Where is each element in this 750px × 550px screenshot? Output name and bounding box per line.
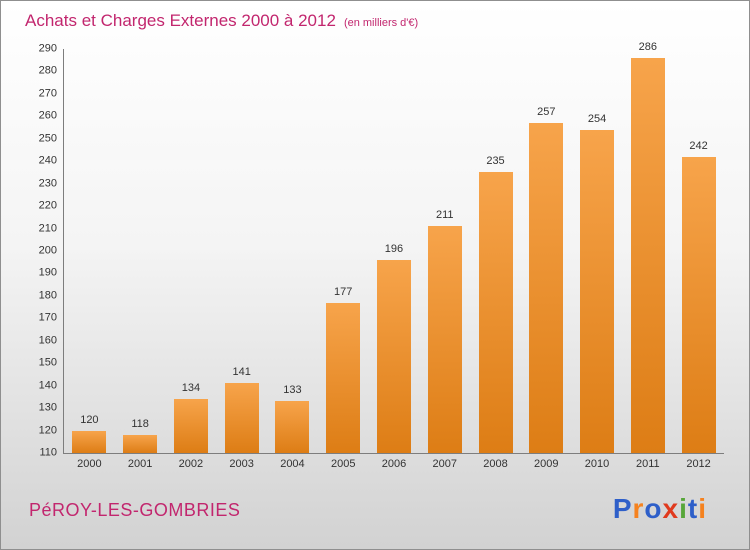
- bar: 118: [123, 419, 158, 453]
- bar-value-label: 242: [689, 139, 708, 152]
- bar-value-label: 211: [435, 209, 454, 222]
- bar-slot: 141 2003: [216, 49, 267, 470]
- x-tick-label: 2008: [483, 458, 508, 470]
- y-tick-label: 170: [38, 311, 57, 324]
- bar-slot: 211 2007: [419, 49, 470, 470]
- bar-value-label: 257: [537, 106, 556, 119]
- x-tick-label: 2002: [178, 458, 204, 470]
- bar-value-label: 141: [232, 366, 251, 379]
- bar-slot: 196 2006: [369, 49, 420, 470]
- bar: 286: [630, 41, 665, 453]
- y-tick-label: 110: [39, 446, 57, 459]
- bar: 211: [427, 210, 462, 453]
- logo-letter: r: [632, 493, 645, 524]
- x-tick-label: 2010: [584, 458, 610, 470]
- bar-value-label: 196: [384, 242, 404, 255]
- bar-slot: 118 2001: [115, 49, 166, 470]
- logo-letter: P: [612, 493, 633, 524]
- bar: 242: [681, 140, 716, 453]
- y-tick-label: 270: [38, 87, 57, 100]
- bar-slot: 254 2010: [572, 49, 623, 470]
- y-tick-label: 200: [38, 244, 57, 257]
- bar-value-label: 134: [181, 382, 201, 395]
- x-tick-label: 2006: [381, 458, 407, 470]
- x-tick-label: 2004: [280, 458, 305, 470]
- y-tick-label: 150: [38, 356, 57, 369]
- bar-value-label: 133: [283, 384, 302, 397]
- chart-title: Achats et Charges Externes 2000 à 2012: [25, 11, 336, 30]
- bar-slot: 134 2002: [166, 49, 217, 470]
- bar-slot: 120 2000: [64, 49, 115, 470]
- logo-letter: i: [679, 493, 688, 524]
- y-tick-label: 130: [38, 401, 57, 414]
- y-tick-label: 180: [38, 289, 57, 302]
- bar-slot: 242 2012: [673, 49, 724, 470]
- bar: 257: [529, 107, 564, 453]
- bar-value-label: 177: [334, 285, 353, 298]
- x-tick-label: 2001: [127, 458, 153, 470]
- logo-letter: t: [687, 493, 699, 524]
- y-tick-label: 260: [38, 109, 57, 122]
- bar-slot: 257 2009: [521, 49, 572, 470]
- bar-value-label: 235: [486, 155, 505, 168]
- y-tick-label: 160: [38, 334, 57, 347]
- proxiti-logo: Proxiti: [613, 493, 707, 525]
- bar-slot: 177 2005: [318, 49, 369, 470]
- bar-value-label: 286: [638, 40, 657, 53]
- y-tick-label: 120: [38, 424, 57, 437]
- y-tick-label: 220: [38, 199, 57, 212]
- y-tick-label: 230: [38, 177, 57, 190]
- bar: 196: [376, 243, 411, 453]
- bar-value-label: 254: [587, 112, 607, 125]
- y-tick-label: 250: [38, 132, 57, 145]
- bar-slot: 286 2011: [622, 41, 673, 470]
- bar: 134: [173, 383, 208, 453]
- company-name: PéROY-LES-GOMBRIES: [29, 500, 241, 520]
- bar: 133: [275, 385, 310, 453]
- bar: 254: [580, 113, 615, 453]
- y-tick-label: 290: [38, 42, 57, 55]
- x-tick-label: 2012: [686, 458, 711, 470]
- bar-value-label: 120: [80, 413, 99, 426]
- y-tick-label: 240: [38, 154, 57, 167]
- bars-area: 120 2000 118 2001 134 2002 141 2003 133 2004 177 20…: [64, 41, 724, 470]
- bar: 177: [326, 286, 361, 453]
- bar-slot: 235 2008: [470, 49, 521, 470]
- bar-chart-plot: 110 120 130 140 150 160 170 180 190 200 210 220 230 2…: [39, 41, 724, 470]
- chart-header: Achats et Charges Externes 2000 à 2012 (e…: [25, 11, 418, 31]
- logo-letter: x: [662, 493, 680, 524]
- y-tick-label: 210: [38, 222, 57, 235]
- x-tick-label: 2003: [229, 458, 254, 470]
- y-tick-label: 190: [38, 266, 57, 279]
- logo-letter: i: [698, 493, 707, 524]
- y-tick-label: 140: [38, 379, 57, 392]
- bar: 141: [224, 367, 259, 453]
- logo-letter: o: [644, 493, 663, 524]
- chart-subtitle: (en milliers d'€): [343, 17, 419, 29]
- x-tick-label: 2009: [534, 458, 559, 470]
- bar: 120: [72, 414, 107, 453]
- bar: 235: [478, 156, 513, 453]
- y-tick-label: 280: [38, 64, 57, 77]
- bar-value-label: 118: [131, 418, 149, 431]
- x-tick-label: 2011: [635, 458, 660, 470]
- bar-slot: 133 2004: [267, 49, 318, 470]
- x-tick-label: 2005: [330, 458, 356, 470]
- x-tick-label: 2007: [432, 458, 457, 470]
- x-tick-label: 2000: [77, 458, 102, 470]
